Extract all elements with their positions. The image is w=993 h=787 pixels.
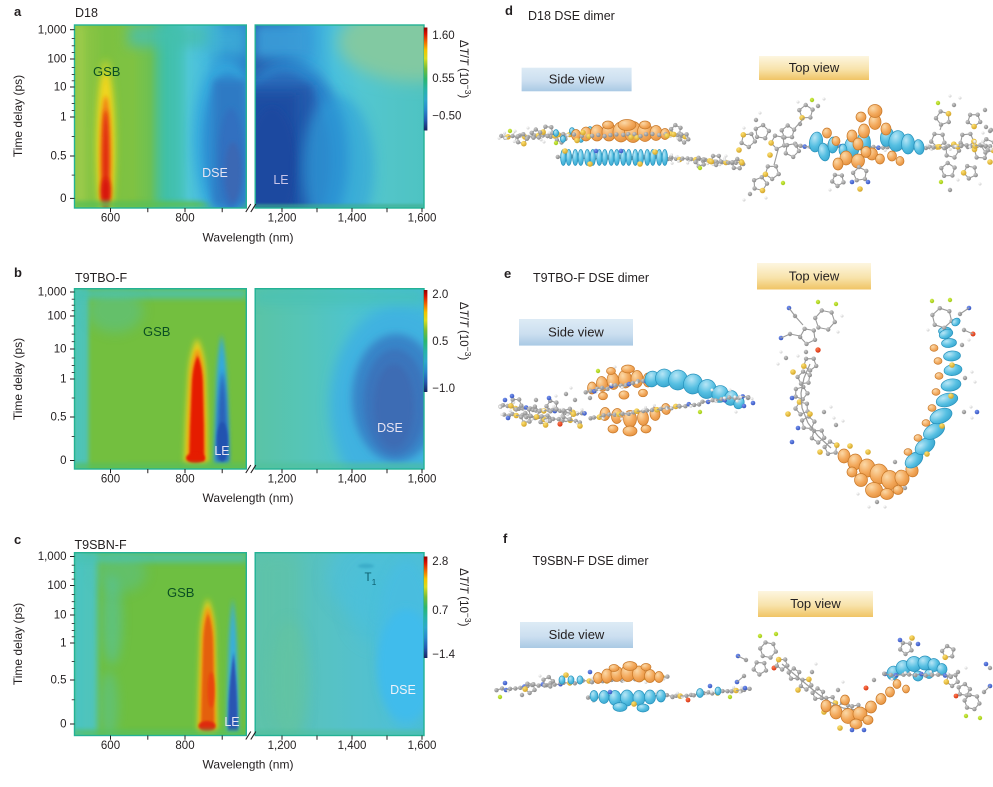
svg-text:Time delay (ps): Time delay (ps) — [11, 603, 25, 685]
svg-text:Top view: Top view — [789, 60, 840, 75]
svg-text:DSE: DSE — [390, 683, 416, 697]
svg-text:−1.0: −1.0 — [432, 383, 455, 395]
svg-text:2.0: 2.0 — [432, 289, 448, 301]
svg-text:10: 10 — [54, 344, 67, 356]
svg-text:Wavelength (nm): Wavelength (nm) — [203, 231, 294, 245]
svg-text:100: 100 — [47, 54, 66, 66]
svg-text:0.5: 0.5 — [51, 412, 67, 424]
svg-text:D18: D18 — [75, 6, 98, 20]
svg-text:600: 600 — [101, 213, 120, 225]
svg-text:100: 100 — [47, 311, 66, 323]
svg-text:DSE: DSE — [377, 421, 403, 435]
svg-text:T9SBN-F DSE dimer: T9SBN-F DSE dimer — [533, 554, 649, 568]
svg-text:Time delay (ps): Time delay (ps) — [11, 75, 25, 157]
svg-text:e: e — [504, 266, 511, 281]
svg-text:0.5: 0.5 — [51, 151, 67, 163]
svg-text:1: 1 — [60, 112, 66, 124]
svg-text:f: f — [503, 531, 508, 546]
svg-text:LE: LE — [273, 173, 288, 187]
svg-text:D18 DSE dimer: D18 DSE dimer — [528, 9, 615, 23]
svg-text:0.5: 0.5 — [51, 675, 67, 687]
svg-text:1,200: 1,200 — [268, 474, 297, 486]
svg-text:1,600: 1,600 — [408, 474, 437, 486]
svg-text:Side view: Side view — [549, 72, 605, 87]
svg-text:LE: LE — [224, 715, 239, 729]
svg-text:1,400: 1,400 — [338, 213, 367, 225]
svg-text:800: 800 — [175, 474, 194, 486]
svg-text:1: 1 — [60, 374, 66, 386]
svg-text:c: c — [14, 532, 21, 547]
svg-text:1,600: 1,600 — [408, 740, 437, 752]
svg-text:Side view: Side view — [549, 627, 605, 642]
svg-text:0: 0 — [60, 193, 66, 205]
svg-text:100: 100 — [47, 580, 66, 592]
svg-text:0: 0 — [60, 719, 66, 731]
svg-text:ΔT/T (10−3): ΔT/T (10−3) — [457, 302, 473, 360]
svg-text:1,400: 1,400 — [338, 740, 367, 752]
svg-text:0.55: 0.55 — [432, 73, 454, 85]
svg-text:0.5: 0.5 — [432, 336, 448, 348]
svg-text:2.8: 2.8 — [432, 556, 448, 568]
svg-text:600: 600 — [101, 474, 120, 486]
svg-text:1,400: 1,400 — [338, 474, 367, 486]
svg-text:1,200: 1,200 — [268, 213, 297, 225]
svg-text:ΔT/T (10−3): ΔT/T (10−3) — [457, 40, 473, 98]
svg-text:T9SBN-F: T9SBN-F — [75, 538, 127, 552]
svg-text:1: 1 — [372, 577, 377, 587]
svg-text:1.60: 1.60 — [432, 30, 454, 42]
svg-text:ΔT/T (10−3): ΔT/T (10−3) — [457, 568, 473, 626]
svg-text:Time delay (ps): Time delay (ps) — [11, 338, 25, 420]
svg-text:Wavelength (nm): Wavelength (nm) — [203, 491, 294, 505]
svg-text:Wavelength (nm): Wavelength (nm) — [203, 758, 294, 772]
svg-text:Top view: Top view — [789, 268, 840, 283]
svg-text:600: 600 — [101, 740, 120, 752]
svg-text:d: d — [505, 3, 513, 18]
svg-text:10: 10 — [54, 610, 67, 622]
svg-text:T9TBO-F: T9TBO-F — [75, 271, 127, 285]
svg-text:Top view: Top view — [790, 596, 841, 611]
svg-text:Side view: Side view — [548, 325, 604, 340]
svg-text:1: 1 — [60, 638, 66, 650]
svg-text:800: 800 — [175, 213, 194, 225]
svg-text:T9TBO-F DSE dimer: T9TBO-F DSE dimer — [533, 271, 649, 285]
svg-text:1,000: 1,000 — [38, 287, 67, 299]
svg-text:a: a — [14, 4, 22, 19]
svg-text:GSB: GSB — [143, 324, 170, 339]
svg-text:1,200: 1,200 — [268, 740, 297, 752]
svg-text:800: 800 — [175, 740, 194, 752]
svg-text:GSB: GSB — [93, 64, 120, 79]
svg-text:10: 10 — [54, 82, 67, 94]
svg-text:0.7: 0.7 — [432, 605, 448, 617]
svg-text:1,600: 1,600 — [408, 213, 437, 225]
svg-text:1,000: 1,000 — [38, 24, 67, 36]
svg-text:LE: LE — [214, 444, 229, 458]
svg-text:GSB: GSB — [167, 585, 194, 600]
svg-text:b: b — [14, 265, 22, 280]
svg-text:−1.4: −1.4 — [432, 649, 455, 661]
svg-text:−0.50: −0.50 — [432, 111, 461, 123]
svg-text:0: 0 — [60, 455, 66, 467]
svg-text:DSE: DSE — [202, 166, 228, 180]
svg-text:1,000: 1,000 — [38, 551, 67, 563]
svg-text:T: T — [364, 572, 371, 584]
